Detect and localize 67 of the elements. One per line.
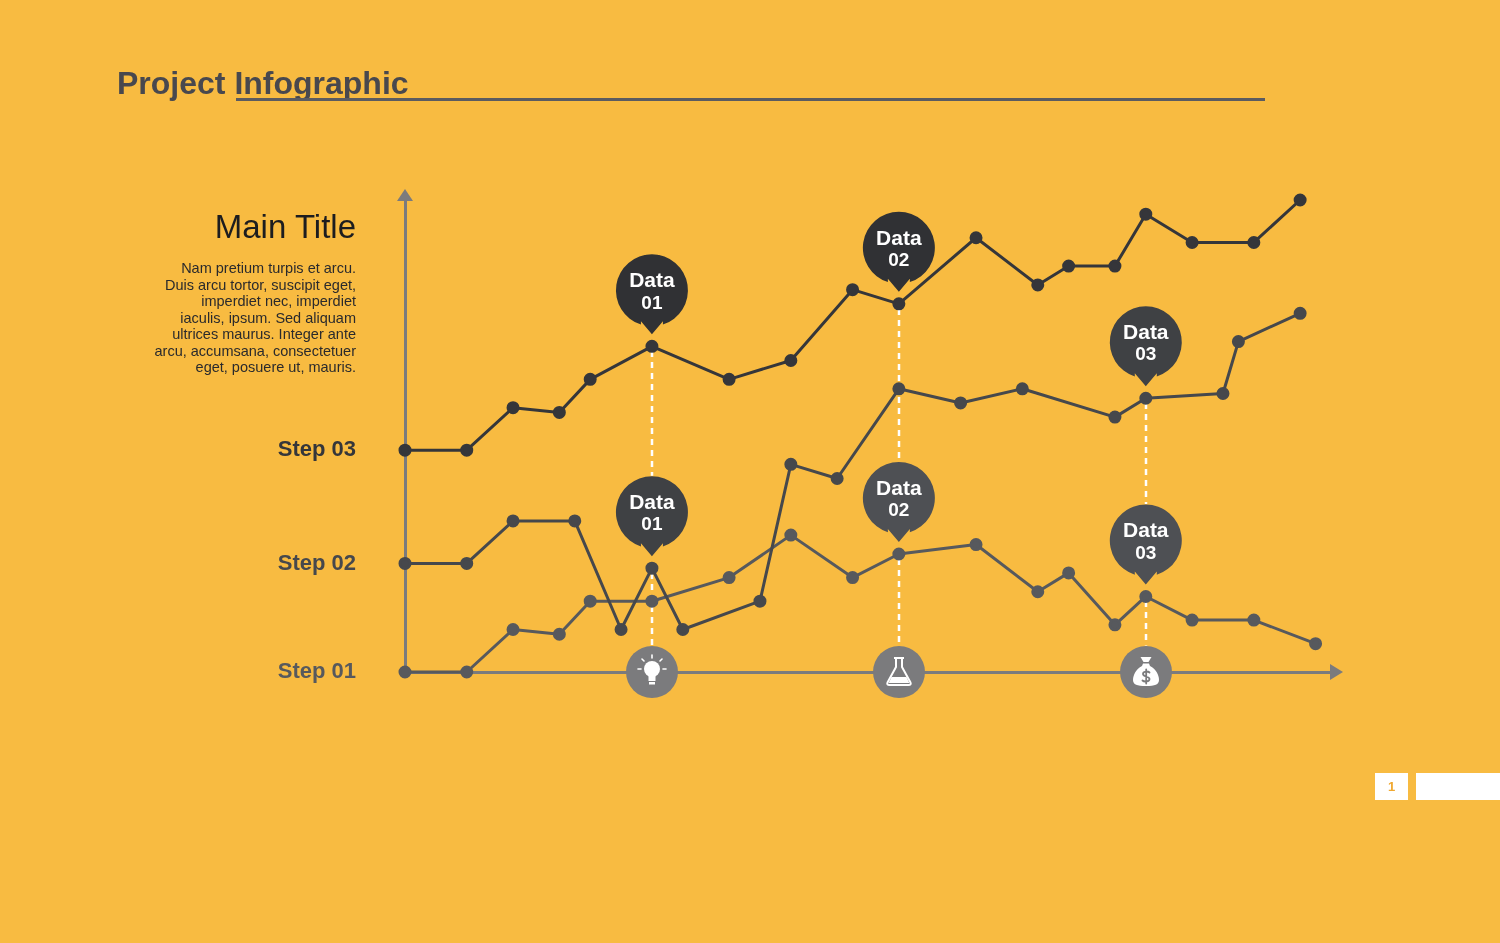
point bbox=[954, 396, 968, 410]
point bbox=[1185, 235, 1199, 249]
point bbox=[614, 623, 628, 637]
point bbox=[568, 514, 582, 528]
text: Step 01 bbox=[277, 658, 356, 684]
point bbox=[645, 561, 659, 575]
point bbox=[398, 665, 412, 679]
point bbox=[506, 623, 520, 637]
point bbox=[506, 401, 520, 415]
point bbox=[846, 283, 860, 297]
point bbox=[784, 457, 798, 471]
point bbox=[1031, 278, 1045, 292]
annotation: Data 02 bbox=[876, 475, 922, 521]
point bbox=[1309, 637, 1323, 651]
point bbox=[1062, 259, 1076, 273]
point bbox=[753, 594, 767, 608]
annotation: Data 02 bbox=[876, 225, 922, 271]
point bbox=[1216, 387, 1230, 401]
point bbox=[460, 665, 474, 679]
annotation: Data 01 bbox=[629, 489, 676, 535]
text: Step 02 bbox=[277, 549, 356, 575]
point bbox=[583, 594, 597, 608]
point bbox=[552, 405, 566, 419]
point bbox=[398, 556, 412, 570]
point bbox=[398, 443, 412, 457]
annotation: Data 01 bbox=[629, 268, 676, 313]
point bbox=[1247, 235, 1261, 249]
point bbox=[506, 514, 520, 528]
point bbox=[892, 547, 906, 561]
chart-subtitle: Main Title bbox=[214, 208, 356, 246]
text: 1 bbox=[1387, 779, 1396, 794]
point bbox=[846, 571, 860, 585]
point bbox=[722, 372, 736, 386]
point bbox=[1185, 613, 1199, 627]
point bbox=[1247, 613, 1261, 627]
point bbox=[1108, 410, 1122, 424]
point bbox=[583, 372, 597, 386]
point bbox=[784, 353, 798, 367]
point bbox=[784, 528, 798, 542]
point bbox=[892, 382, 906, 396]
point bbox=[1108, 618, 1122, 632]
point bbox=[1139, 589, 1153, 603]
text: Step 03 bbox=[277, 436, 356, 462]
point bbox=[1015, 382, 1029, 396]
point bbox=[1062, 566, 1076, 580]
point bbox=[1293, 306, 1307, 320]
chart-title: Project Infographic bbox=[117, 64, 409, 102]
point bbox=[830, 471, 844, 485]
point bbox=[1139, 207, 1153, 221]
point bbox=[1031, 585, 1045, 599]
point bbox=[969, 538, 983, 552]
point bbox=[1108, 259, 1122, 273]
point bbox=[552, 627, 566, 641]
point bbox=[1231, 335, 1245, 349]
point bbox=[460, 556, 474, 570]
annotation: Data 03 bbox=[1123, 518, 1169, 563]
annotation: Data 03 bbox=[1123, 320, 1169, 365]
point bbox=[1139, 391, 1153, 405]
point bbox=[1293, 193, 1307, 207]
point bbox=[969, 231, 983, 245]
point bbox=[892, 297, 906, 311]
point bbox=[460, 443, 474, 457]
text: Nam pretium turpis et arcu. Duis arcu tortor, suscipit eget, imperdiet nec, imperdiet iaculis, ipsum. Sed aliquam ultrices maurus. Integer ante arcu, accumsana, consectetuer eget, posuere ut, mauris. bbox=[154, 260, 356, 376]
point bbox=[645, 339, 659, 353]
point bbox=[676, 623, 690, 637]
point bbox=[645, 594, 659, 608]
point bbox=[722, 571, 736, 585]
